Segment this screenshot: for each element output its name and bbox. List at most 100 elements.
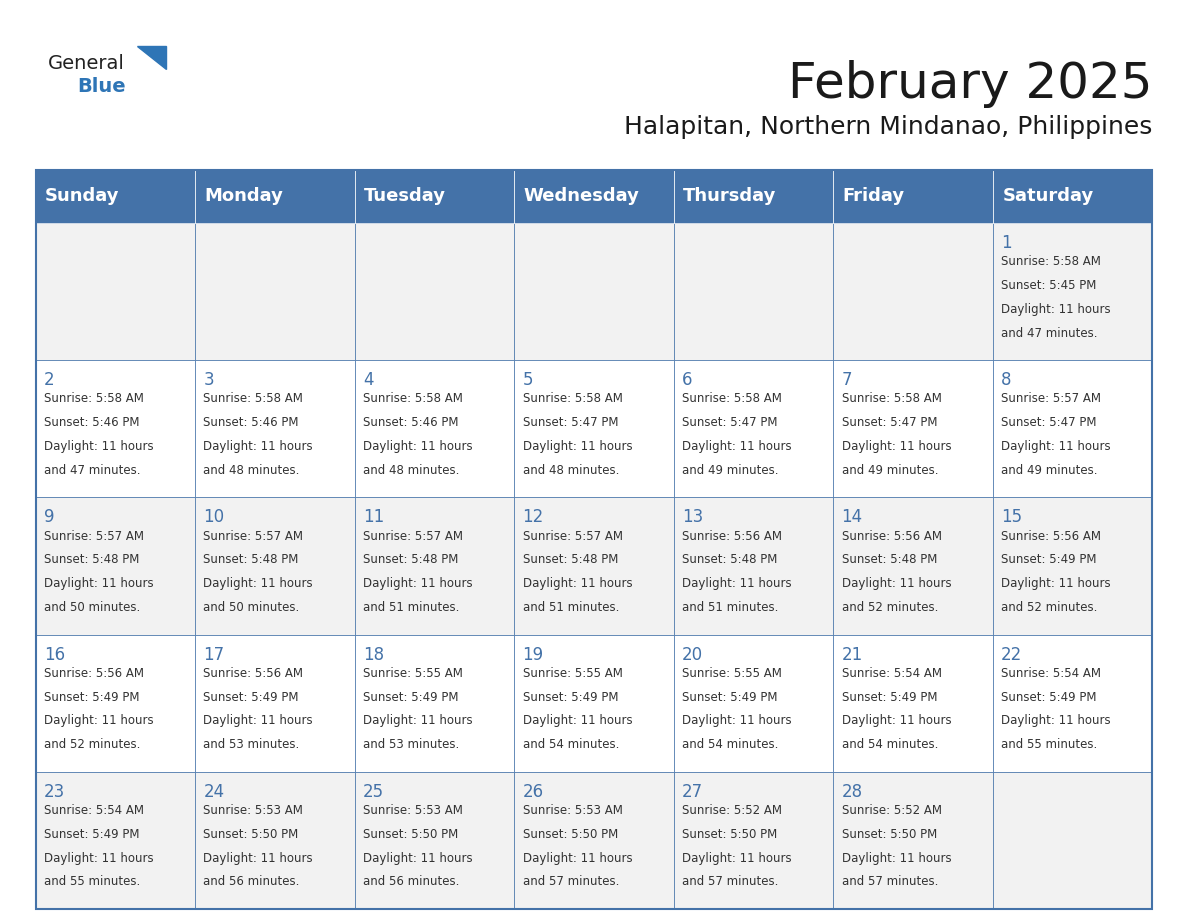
Text: Sunrise: 5:52 AM: Sunrise: 5:52 AM xyxy=(841,804,942,817)
Text: Sunset: 5:49 PM: Sunset: 5:49 PM xyxy=(203,690,299,703)
Text: Sunset: 5:50 PM: Sunset: 5:50 PM xyxy=(523,828,618,841)
Text: 28: 28 xyxy=(841,783,862,800)
Text: Daylight: 11 hours: Daylight: 11 hours xyxy=(364,852,473,865)
Text: and 55 minutes.: and 55 minutes. xyxy=(44,876,140,889)
Text: 14: 14 xyxy=(841,509,862,526)
Text: 22: 22 xyxy=(1001,645,1023,664)
Text: Sunrise: 5:53 AM: Sunrise: 5:53 AM xyxy=(203,804,303,817)
Text: Sunset: 5:48 PM: Sunset: 5:48 PM xyxy=(203,554,299,566)
Bar xyxy=(355,360,514,498)
Text: and 51 minutes.: and 51 minutes. xyxy=(364,601,460,614)
Text: Sunset: 5:47 PM: Sunset: 5:47 PM xyxy=(682,416,778,430)
Text: and 52 minutes.: and 52 minutes. xyxy=(44,738,140,751)
Text: and 49 minutes.: and 49 minutes. xyxy=(841,464,939,477)
Text: Sunrise: 5:56 AM: Sunrise: 5:56 AM xyxy=(1001,530,1101,543)
Text: Daylight: 11 hours: Daylight: 11 hours xyxy=(203,714,314,727)
Text: Sunrise: 5:54 AM: Sunrise: 5:54 AM xyxy=(1001,666,1101,679)
Text: 15: 15 xyxy=(1001,509,1022,526)
Text: 5: 5 xyxy=(523,371,533,389)
Text: Daylight: 11 hours: Daylight: 11 hours xyxy=(841,577,952,590)
Bar xyxy=(833,170,993,223)
Text: Sunset: 5:47 PM: Sunset: 5:47 PM xyxy=(1001,416,1097,430)
Text: 16: 16 xyxy=(44,645,65,664)
Text: 18: 18 xyxy=(364,645,384,664)
Text: Thursday: Thursday xyxy=(683,187,777,206)
Text: Sunset: 5:48 PM: Sunset: 5:48 PM xyxy=(841,554,937,566)
Text: Sunset: 5:49 PM: Sunset: 5:49 PM xyxy=(44,828,139,841)
Text: 25: 25 xyxy=(364,783,384,800)
Text: and 55 minutes.: and 55 minutes. xyxy=(1001,738,1098,751)
Text: Daylight: 11 hours: Daylight: 11 hours xyxy=(1001,440,1111,453)
Text: Sunset: 5:49 PM: Sunset: 5:49 PM xyxy=(682,690,778,703)
Text: Daylight: 11 hours: Daylight: 11 hours xyxy=(44,577,153,590)
Text: Daylight: 11 hours: Daylight: 11 hours xyxy=(682,577,791,590)
Text: Daylight: 11 hours: Daylight: 11 hours xyxy=(1001,303,1111,316)
Text: and 52 minutes.: and 52 minutes. xyxy=(1001,601,1098,614)
Text: Sunset: 5:49 PM: Sunset: 5:49 PM xyxy=(1001,690,1097,703)
Text: 26: 26 xyxy=(523,783,544,800)
Text: Sunset: 5:47 PM: Sunset: 5:47 PM xyxy=(841,416,937,430)
Text: and 50 minutes.: and 50 minutes. xyxy=(203,601,299,614)
Text: 11: 11 xyxy=(364,509,384,526)
Text: Daylight: 11 hours: Daylight: 11 hours xyxy=(203,577,314,590)
Text: 8: 8 xyxy=(1001,371,1012,389)
Bar xyxy=(993,360,1152,498)
Text: 27: 27 xyxy=(682,783,703,800)
Text: and 48 minutes.: and 48 minutes. xyxy=(203,464,299,477)
Text: Sunrise: 5:52 AM: Sunrise: 5:52 AM xyxy=(682,804,782,817)
Text: and 49 minutes.: and 49 minutes. xyxy=(682,464,778,477)
Bar xyxy=(833,772,993,909)
Text: Sunrise: 5:56 AM: Sunrise: 5:56 AM xyxy=(682,530,782,543)
Bar xyxy=(355,634,514,772)
Text: Sunrise: 5:57 AM: Sunrise: 5:57 AM xyxy=(203,530,303,543)
Bar xyxy=(674,170,833,223)
Text: Daylight: 11 hours: Daylight: 11 hours xyxy=(1001,577,1111,590)
Text: Sunrise: 5:54 AM: Sunrise: 5:54 AM xyxy=(44,804,144,817)
Bar xyxy=(36,170,1152,909)
Bar xyxy=(355,772,514,909)
Text: 12: 12 xyxy=(523,509,544,526)
Bar xyxy=(195,772,355,909)
Bar xyxy=(833,223,993,360)
Text: Sunday: Sunday xyxy=(45,187,120,206)
Text: Sunrise: 5:58 AM: Sunrise: 5:58 AM xyxy=(44,392,144,406)
Text: 20: 20 xyxy=(682,645,703,664)
Text: Saturday: Saturday xyxy=(1003,187,1094,206)
Text: Halapitan, Northern Mindanao, Philippines: Halapitan, Northern Mindanao, Philippine… xyxy=(624,115,1152,139)
Text: Sunrise: 5:53 AM: Sunrise: 5:53 AM xyxy=(364,804,463,817)
Text: Sunset: 5:47 PM: Sunset: 5:47 PM xyxy=(523,416,618,430)
Bar xyxy=(36,170,195,223)
Text: Sunrise: 5:57 AM: Sunrise: 5:57 AM xyxy=(44,530,144,543)
Bar xyxy=(833,360,993,498)
Text: February 2025: February 2025 xyxy=(788,60,1152,107)
Text: Sunrise: 5:57 AM: Sunrise: 5:57 AM xyxy=(364,530,463,543)
Text: Wednesday: Wednesday xyxy=(524,187,639,206)
Text: Sunrise: 5:54 AM: Sunrise: 5:54 AM xyxy=(841,666,942,679)
Text: Blue: Blue xyxy=(77,77,126,96)
Text: Sunset: 5:50 PM: Sunset: 5:50 PM xyxy=(841,828,937,841)
Text: Sunset: 5:46 PM: Sunset: 5:46 PM xyxy=(364,416,459,430)
Text: and 47 minutes.: and 47 minutes. xyxy=(44,464,140,477)
Bar xyxy=(993,170,1152,223)
Text: 6: 6 xyxy=(682,371,693,389)
Text: and 57 minutes.: and 57 minutes. xyxy=(682,876,778,889)
Bar xyxy=(674,498,833,634)
Bar xyxy=(36,223,195,360)
Bar xyxy=(674,360,833,498)
Bar xyxy=(355,223,514,360)
Text: and 57 minutes.: and 57 minutes. xyxy=(841,876,939,889)
Text: Daylight: 11 hours: Daylight: 11 hours xyxy=(841,714,952,727)
Bar xyxy=(674,772,833,909)
Bar xyxy=(514,498,674,634)
Text: Friday: Friday xyxy=(842,187,905,206)
Text: Sunrise: 5:56 AM: Sunrise: 5:56 AM xyxy=(841,530,942,543)
Text: Sunset: 5:48 PM: Sunset: 5:48 PM xyxy=(364,554,459,566)
Bar xyxy=(514,170,674,223)
Text: 17: 17 xyxy=(203,645,225,664)
Text: Daylight: 11 hours: Daylight: 11 hours xyxy=(523,714,632,727)
Text: Sunrise: 5:53 AM: Sunrise: 5:53 AM xyxy=(523,804,623,817)
Bar xyxy=(195,498,355,634)
Text: Daylight: 11 hours: Daylight: 11 hours xyxy=(523,577,632,590)
Text: Sunrise: 5:57 AM: Sunrise: 5:57 AM xyxy=(523,530,623,543)
Text: 1: 1 xyxy=(1001,234,1012,252)
